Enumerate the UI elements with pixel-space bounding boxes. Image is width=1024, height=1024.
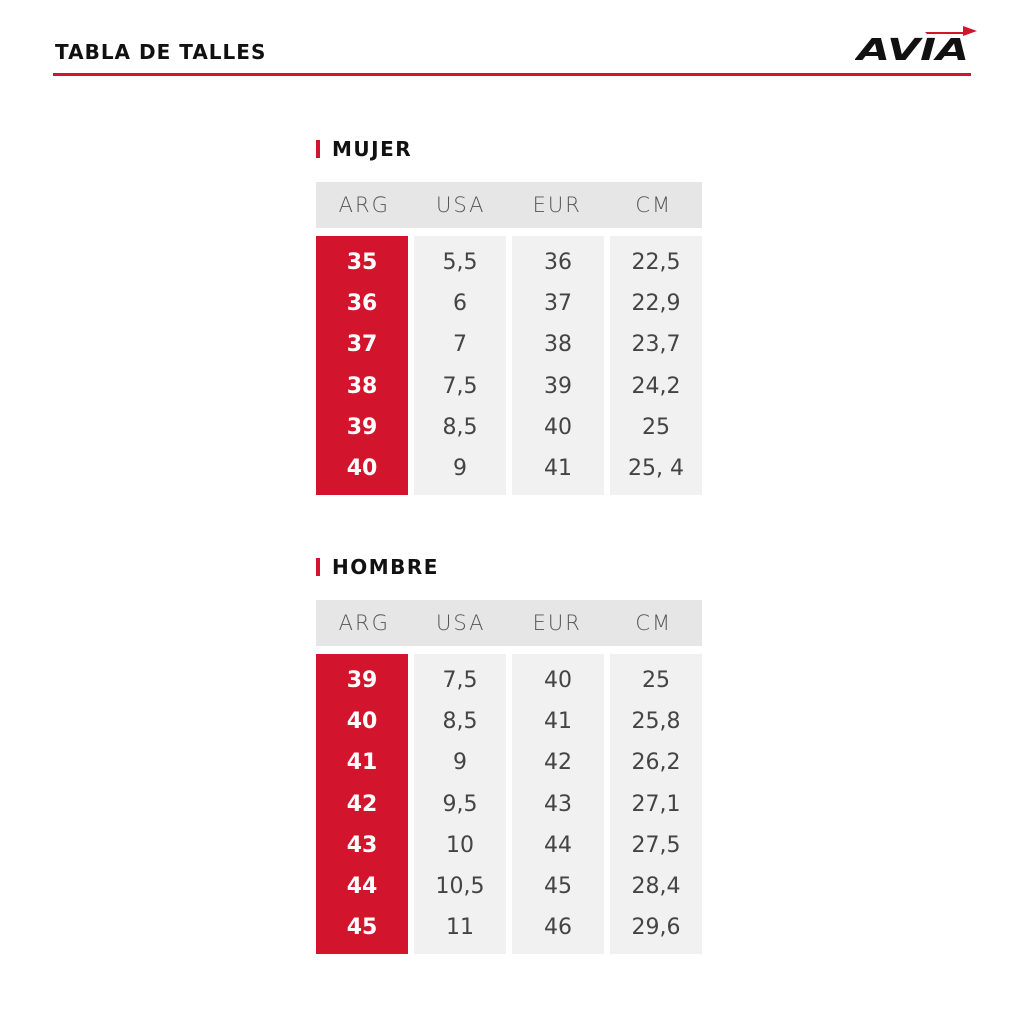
table-cell: 25 [642,414,670,440]
table-cell: 40 [346,455,378,481]
table-cell: 9,5 [442,791,478,817]
page-title: TABLA DE TALLES [55,40,267,64]
section-marker [316,140,320,158]
header-divider [53,73,971,76]
column-header: CM [635,193,673,217]
hombre-table: HOMBRE ARG USA EUR CM 39 40 41 42 43 44 45 7,5 8,5 9 9,… [316,554,702,955]
table-cell: 35 [346,250,378,275]
table-cell: 45 [346,915,378,941]
table-cell: 38 [346,373,378,399]
table-cell: 23,7 [631,332,681,358]
table-cell: 45 [544,873,572,899]
table-cell: 44 [346,873,378,899]
mujer-table: MUJER ARG USA EUR CM 35 36 37 38 39 40 5,5 6 7 7,5 8,5 9… [316,136,702,496]
column-header: USA [436,193,486,217]
table-cell: 39 [346,668,378,693]
section-title: MUJER [316,136,702,162]
table-cell: 43 [544,791,572,817]
table-cell: 8,5 [442,414,478,440]
table-cell: 42 [346,791,378,817]
table-cell: 37 [544,291,572,317]
table-cell: 29,6 [631,915,681,941]
table-cell: 10 [446,832,474,858]
section-title: HOMBRE [316,554,702,580]
column-usa: 7,5 8,5 9 9,5 10 10,5 11 [414,654,506,955]
table-cell: 36 [544,250,572,275]
table-header: ARG USA EUR CM [316,600,702,646]
table-cell: 7,5 [442,668,478,693]
column-eur: 40 41 42 43 44 45 46 [512,654,604,955]
column-header: ARG [338,193,390,217]
table-cell: 26,2 [631,750,681,776]
table-cell: 43 [346,832,378,858]
table-cell: 9 [453,455,467,481]
table-cell: 40 [544,668,572,693]
section-title-text: MUJER [332,137,413,161]
table-cell: 41 [544,455,572,481]
table-cell: 8,5 [442,709,478,735]
table-cell: 27,5 [631,832,681,858]
table-cell: 11 [446,915,474,941]
table-cell: 22,5 [631,250,681,275]
column-header: EUR [532,193,582,217]
column-eur: 36 37 38 39 40 41 [512,236,604,496]
section-title-text: HOMBRE [332,555,439,579]
table-header: ARG USA EUR CM [316,182,702,228]
table-cell: 36 [346,291,378,317]
column-header: CM [635,611,673,635]
column-cm: 25 25,8 26,2 27,1 27,5 28,4 29,6 [610,654,702,955]
column-header: USA [436,611,486,635]
table-cell: 22,9 [631,291,681,317]
column-arg: 39 40 41 42 43 44 45 [316,654,408,955]
table-cell: 46 [544,915,572,941]
column-cm: 22,5 22,9 23,7 24,2 25 25, 4 [610,236,702,496]
table-cell: 10,5 [435,873,485,899]
column-header: EUR [532,611,582,635]
table-cell: 25 [642,668,670,693]
avia-logo: AVIA [855,26,977,64]
svg-text:AVIA: AVIA [855,33,969,64]
column-arg: 35 36 37 38 39 40 [316,236,408,496]
table-cell: 41 [544,709,572,735]
table-cell: 38 [544,332,572,358]
column-header: ARG [338,611,390,635]
table-cell: 39 [346,414,378,440]
table-cell: 24,2 [631,373,681,399]
table-cell: 28,4 [631,873,681,899]
table-cell: 39 [544,373,572,399]
table-cell: 42 [544,750,572,776]
table-cell: 40 [544,414,572,440]
table-cell: 27,1 [631,791,681,817]
table-cell: 5,5 [442,250,478,275]
table-cell: 44 [544,832,572,858]
table-cell: 40 [346,709,378,735]
table-cell: 25, 4 [628,455,684,481]
column-usa: 5,5 6 7 7,5 8,5 9 [414,236,506,496]
table-cell: 7 [453,332,467,358]
table-cell: 7,5 [442,373,478,399]
table-cell: 37 [346,332,378,358]
section-marker [316,558,320,576]
table-cell: 41 [346,750,378,776]
table-cell: 25,8 [631,709,681,735]
table-cell: 6 [453,291,467,317]
table-cell: 9 [453,750,467,776]
